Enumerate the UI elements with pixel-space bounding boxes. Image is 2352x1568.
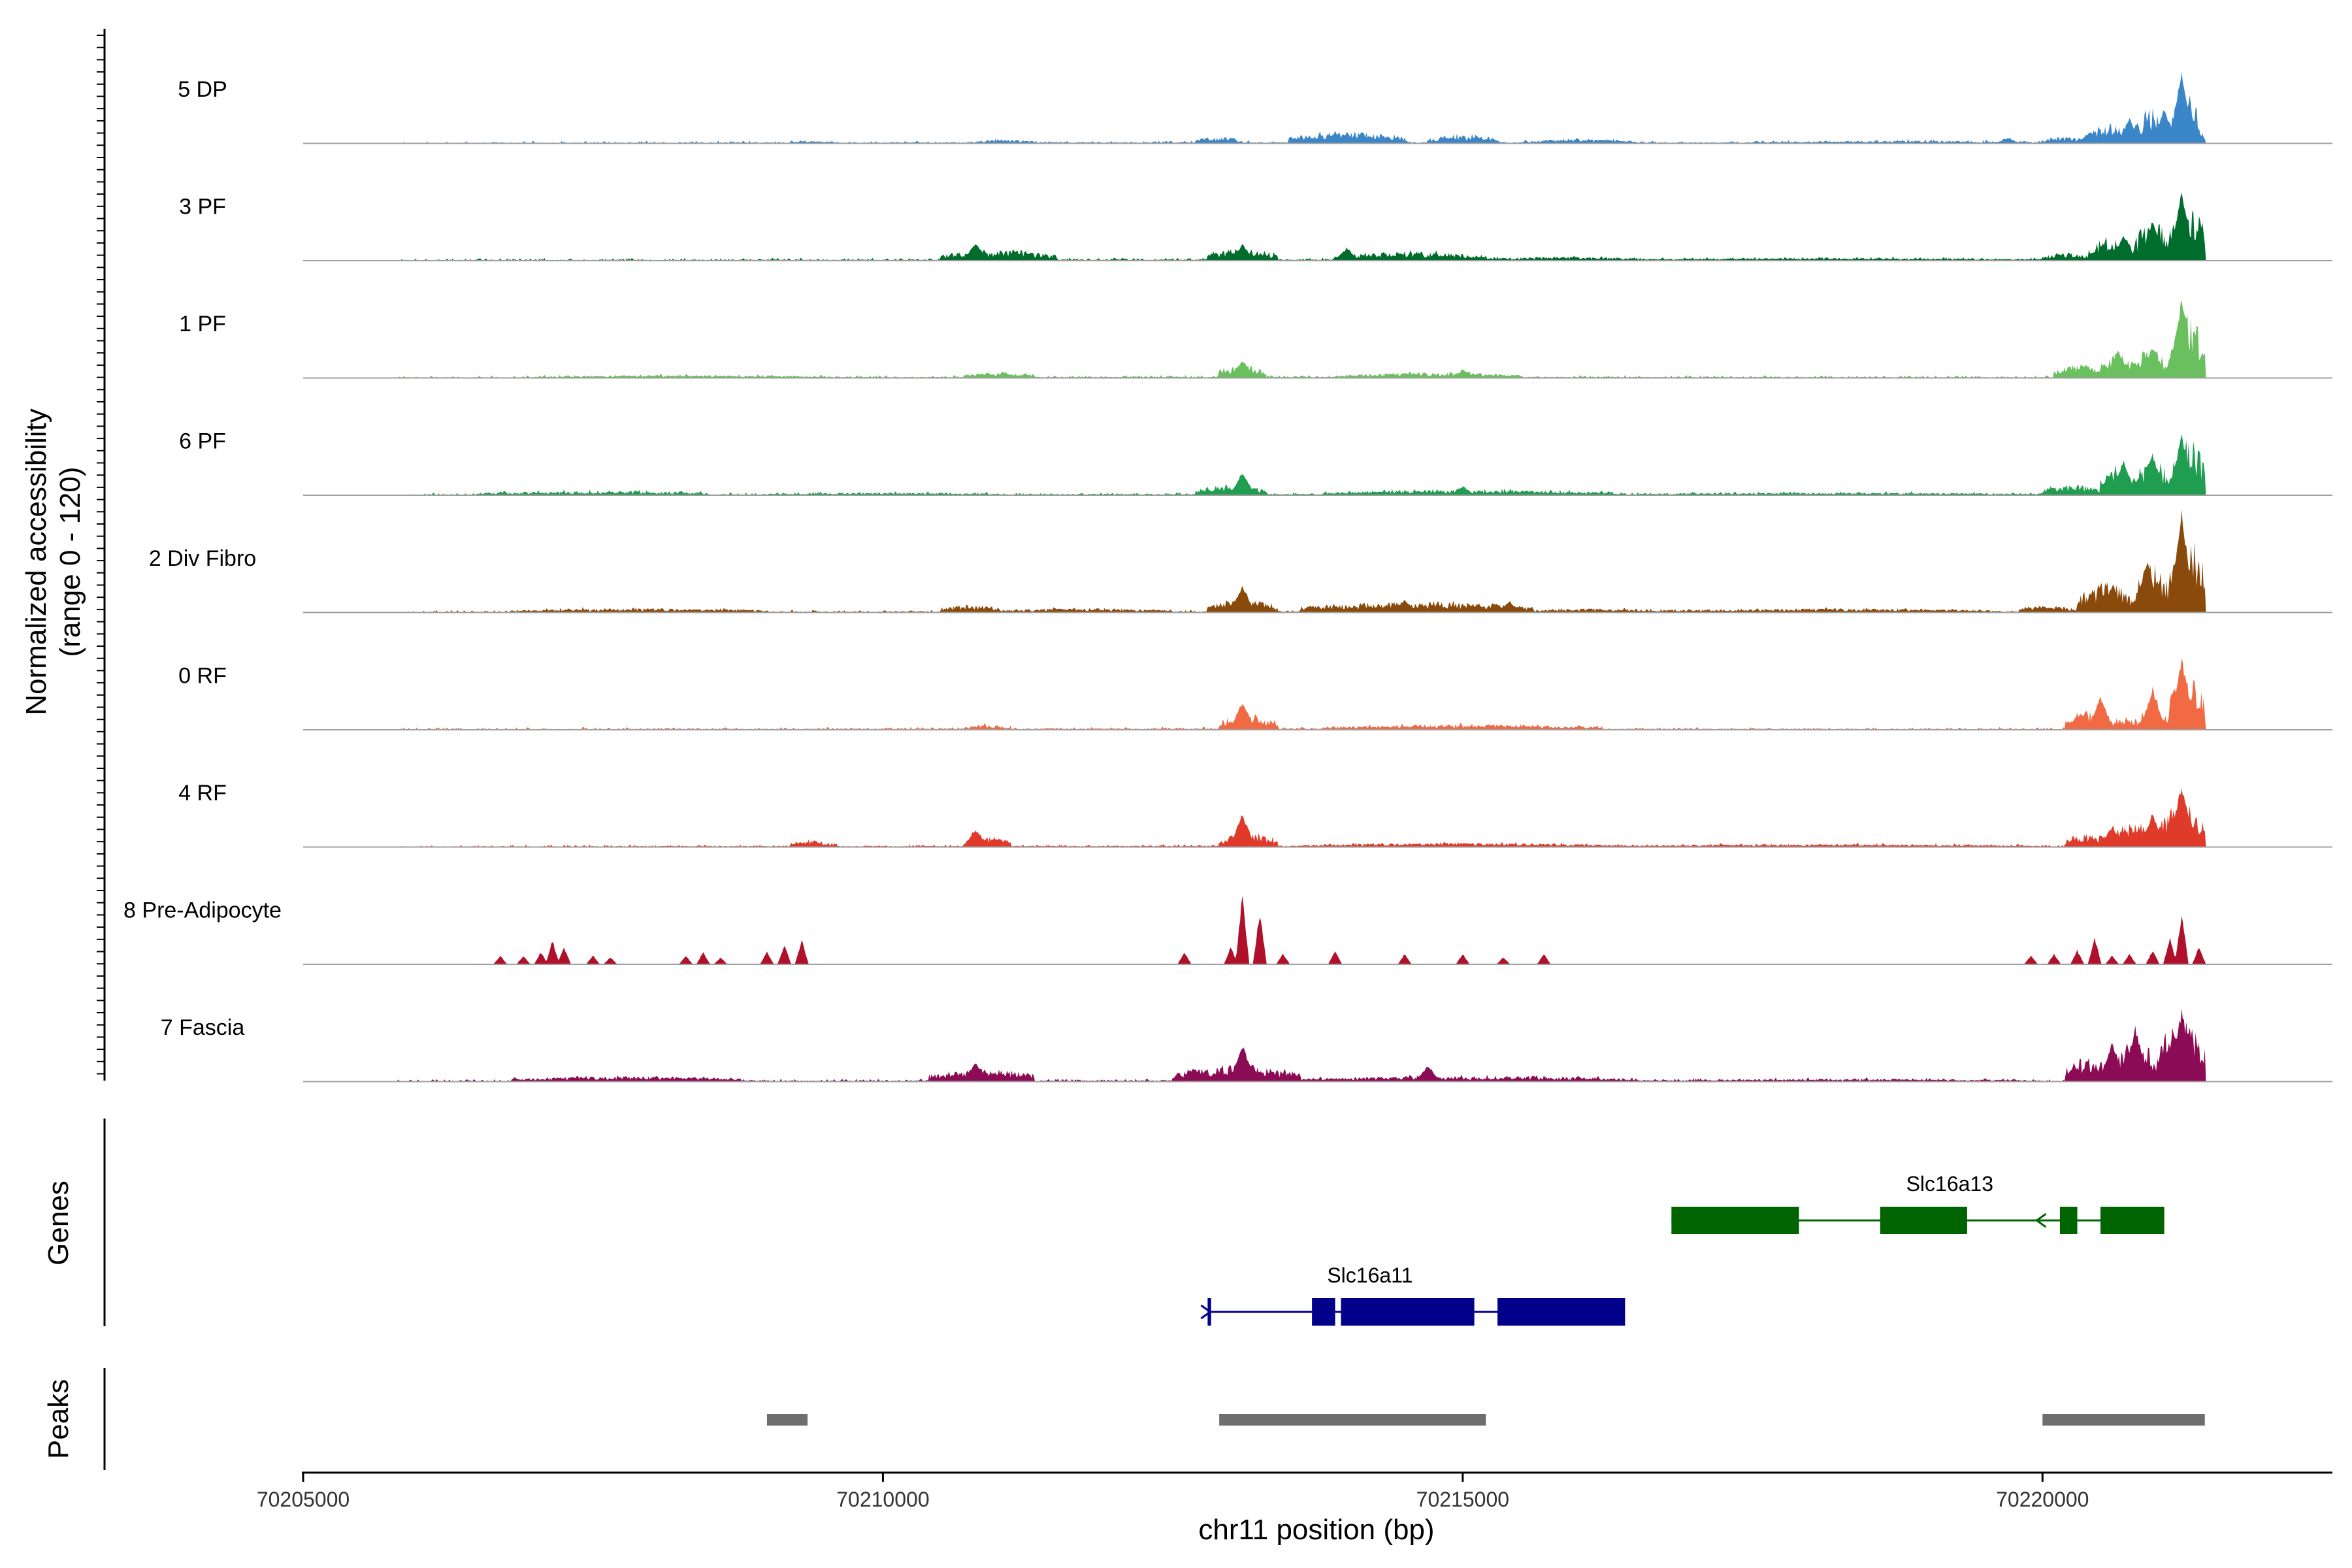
- accessibility-tracks: 5 DP 3 PF 1 PF 6 PF 2 Div Fibro 0 RF 4 RF 8 Pre…: [123, 71, 2332, 1083]
- x-tick-label: 70210000: [836, 1488, 929, 1511]
- x-tick-label: 70205000: [257, 1488, 350, 1511]
- x-axis-title: chr11 position (bp): [1198, 1514, 1434, 1546]
- peaks-panel-label: Peaks: [42, 1379, 74, 1459]
- gene-label: Slc16a13: [1906, 1172, 1993, 1196]
- coverage-area: [303, 896, 2310, 964]
- gene-exon: [2100, 1207, 2164, 1234]
- tracks-y-axis-ticks: [97, 35, 105, 1075]
- track-3-pf: 3 PF: [179, 193, 2332, 261]
- track-label: 5 DP: [178, 77, 227, 102]
- peak-region: [2042, 1414, 2205, 1426]
- gene-slc16a11: Slc16a11: [1200, 1264, 1625, 1326]
- track-7-fascia: 7 Fascia: [161, 1008, 2332, 1083]
- gene-slc16a13: Slc16a13: [1671, 1172, 2164, 1234]
- gene-exon: [1671, 1207, 1799, 1234]
- y-axis-title: Normalized accessibility: [20, 408, 52, 715]
- coverage-area: [303, 71, 2310, 144]
- y-axis-range-label: (range 0 - 120): [54, 466, 86, 657]
- gene-exon: [1497, 1298, 1625, 1326]
- x-tick-label: 70215000: [1416, 1488, 1509, 1511]
- coverage-area: [303, 510, 2310, 613]
- track-label: 3 PF: [179, 195, 226, 220]
- track-label: 8 Pre-Adipocyte: [123, 898, 282, 923]
- gene-exon: [2059, 1207, 2078, 1234]
- strand-arrow-icon: [2034, 1213, 2047, 1228]
- track-label: 1 PF: [179, 312, 226, 336]
- gene-label: Slc16a11: [1327, 1264, 1413, 1287]
- gene-exon: [1880, 1207, 1967, 1234]
- peaks-panel: [766, 1414, 2205, 1426]
- track-2-div-fibro: 2 Div Fibro: [149, 510, 2332, 613]
- coverage-area: [303, 300, 2310, 378]
- coverage-area: [303, 658, 2310, 730]
- genes-panel-label: Genes: [42, 1181, 74, 1266]
- track-label: 7 Fascia: [161, 1015, 245, 1040]
- coverage-area: [303, 193, 2310, 261]
- gene-exon: [1341, 1298, 1475, 1326]
- track-4-rf: 4 RF: [178, 781, 2332, 848]
- strand-arrow-icon: [1200, 1304, 1212, 1320]
- track-label: 0 RF: [178, 664, 227, 689]
- track-5-dp: 5 DP: [178, 71, 2332, 144]
- x-tick-label: 70220000: [1996, 1488, 2089, 1511]
- track-label: 2 Div Fibro: [149, 546, 256, 571]
- track-1-pf: 1 PF: [179, 300, 2332, 379]
- genes-panel: Slc16a13 Slc16a11: [1200, 1172, 2164, 1326]
- peak-region: [766, 1414, 808, 1426]
- track-0-rf: 0 RF: [178, 658, 2332, 730]
- track-8-pre-adipocyte: 8 Pre-Adipocyte: [123, 896, 2332, 965]
- x-axis-ticks: 70205000 70210000 70215000 70220000: [257, 1473, 2089, 1511]
- coverage-area: [303, 434, 2310, 495]
- coverage-area: [303, 1008, 2310, 1082]
- coverage-area: [303, 789, 2310, 847]
- track-label: 6 PF: [179, 429, 226, 454]
- peak-region: [1219, 1414, 1486, 1426]
- track-label: 4 RF: [178, 781, 227, 806]
- gene-exon: [1312, 1298, 1335, 1326]
- track-6-pf: 6 PF: [179, 429, 2332, 496]
